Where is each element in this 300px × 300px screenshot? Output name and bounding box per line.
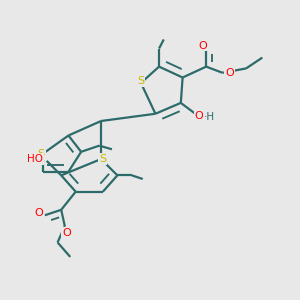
Text: S: S [99, 154, 106, 164]
Text: ·H: ·H [204, 112, 215, 122]
Text: HO: HO [27, 154, 43, 164]
Text: O: O [198, 40, 207, 51]
Text: O: O [225, 68, 234, 78]
Text: O: O [195, 111, 203, 121]
Text: S: S [38, 148, 45, 159]
Text: O: O [62, 228, 71, 238]
Text: O: O [34, 208, 43, 218]
Text: S: S [137, 76, 145, 86]
